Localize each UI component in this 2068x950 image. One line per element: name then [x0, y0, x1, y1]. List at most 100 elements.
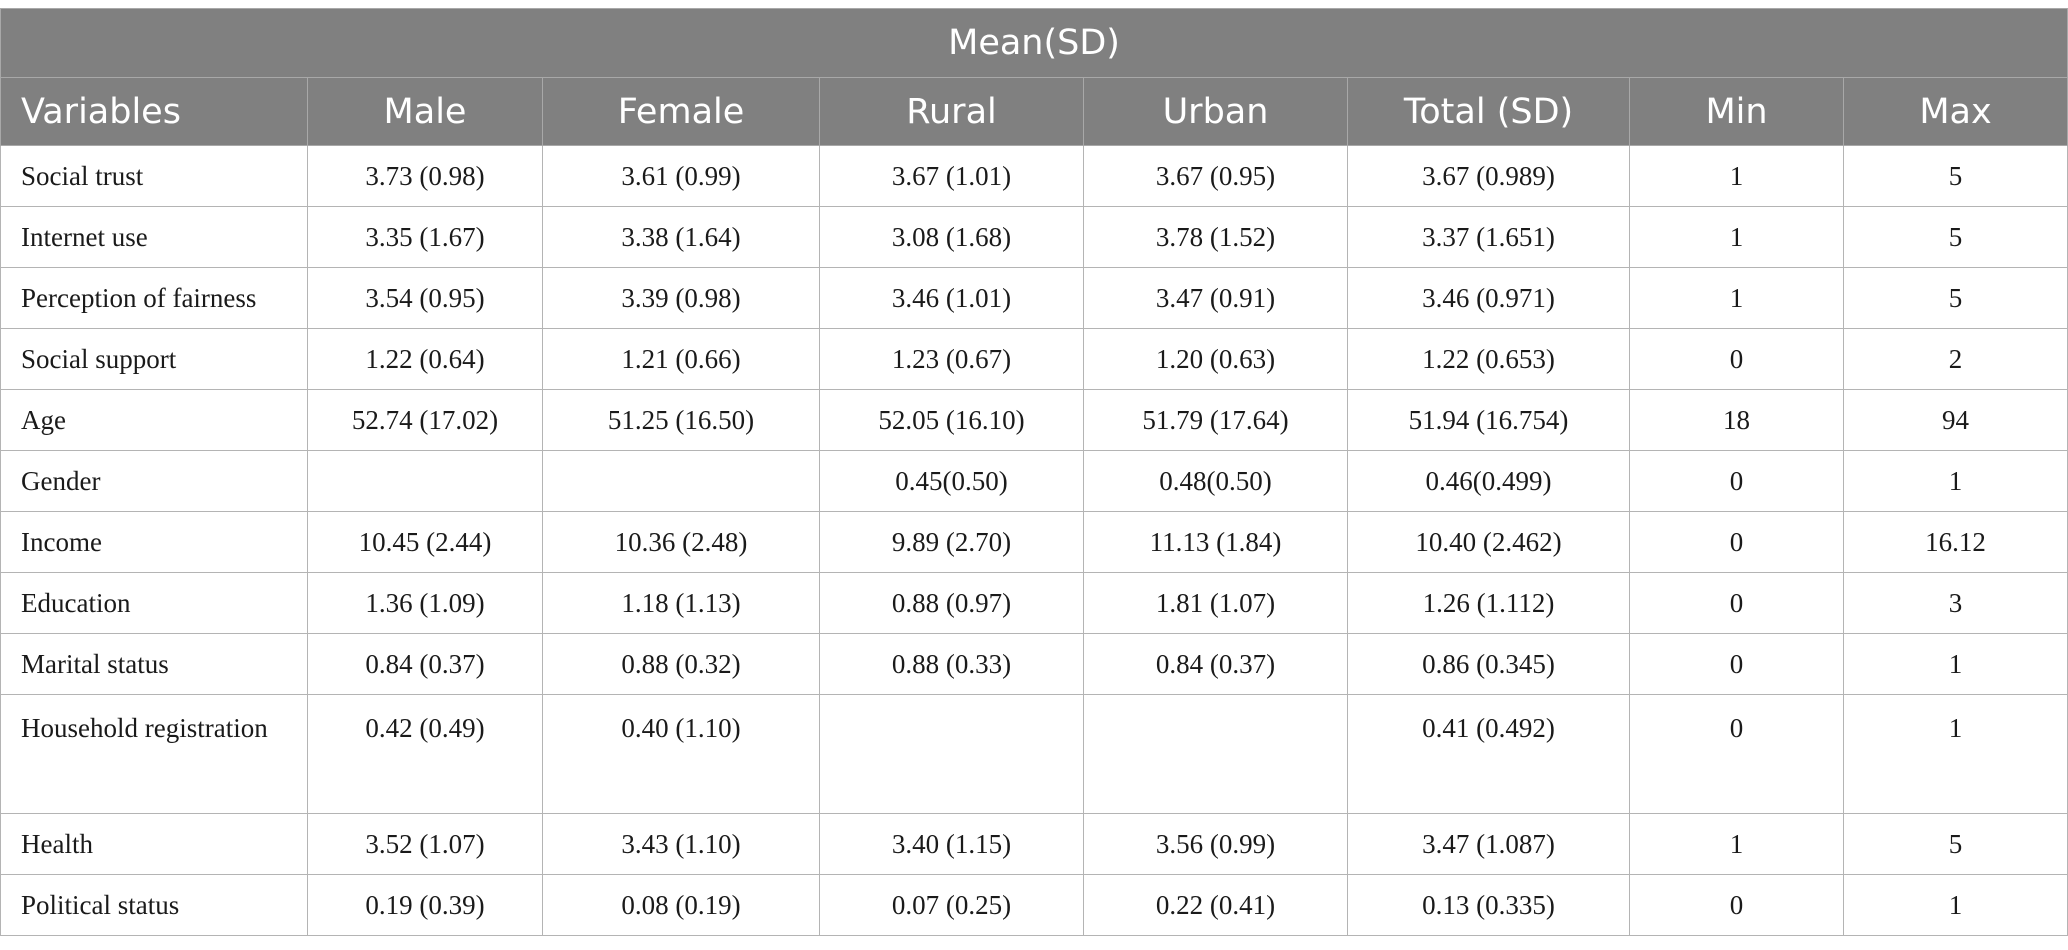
table-cell: 0.08 (0.19) [542, 874, 820, 936]
table-row: Health 3.52 (1.07) 3.43 (1.10) 3.40 (1.1… [0, 813, 2068, 875]
table-cell: 10.36 (2.48) [542, 511, 820, 573]
table-cell: 5 [1842, 813, 2068, 875]
table-row: Gender 0.45(0.50) 0.48(0.50) 0.46(0.499)… [0, 450, 2068, 512]
table-cell: 0.40 (1.10) [542, 694, 820, 814]
table-cell: 51.94 (16.754) [1347, 389, 1630, 451]
table-cell: 3.47 (1.087) [1347, 813, 1630, 875]
table-cell: 51.79 (17.64) [1083, 389, 1348, 451]
table-cell: 0.19 (0.39) [307, 874, 543, 936]
table-cell: 1 [1842, 633, 2068, 695]
table-row: Income 10.45 (2.44) 10.36 (2.48) 9.89 (2… [0, 511, 2068, 573]
table-cell: 0 [1629, 874, 1844, 936]
table-cell: 3.39 (0.98) [542, 267, 820, 329]
table-cell: 3.46 (1.01) [819, 267, 1084, 329]
table-cell: 1.18 (1.13) [542, 572, 820, 634]
table-cell: 0.88 (0.33) [819, 633, 1084, 695]
table-cell: 0 [1629, 450, 1844, 512]
table-cell: 0.07 (0.25) [819, 874, 1084, 936]
table-cell: 5 [1842, 206, 2068, 268]
table-cell [1083, 694, 1348, 814]
table-cell: 0.46(0.499) [1347, 450, 1630, 512]
variable-name-cell: Social trust [0, 145, 308, 207]
table-cell: 3.40 (1.15) [819, 813, 1084, 875]
table-cell: 0.88 (0.32) [542, 633, 820, 695]
table-cell: 3.78 (1.52) [1083, 206, 1348, 268]
table-row: Marital status 0.84 (0.37) 0.88 (0.32) 0… [0, 633, 2068, 695]
table-cell [819, 694, 1084, 814]
table-cell: 0.45(0.50) [819, 450, 1084, 512]
column-header-max: Max [1842, 77, 2068, 146]
table-cell: 3.47 (0.91) [1083, 267, 1348, 329]
column-header-variables: Variables [0, 77, 308, 146]
variable-name-cell: Health [0, 813, 308, 875]
variable-name-cell: Gender [0, 450, 308, 512]
table-cell: 0 [1629, 633, 1844, 695]
table-cell: 3 [1842, 572, 2068, 634]
table-cell: 18 [1629, 389, 1844, 451]
table-cell: 52.74 (17.02) [307, 389, 543, 451]
table-row: Social trust 3.73 (0.98) 3.61 (0.99) 3.6… [0, 145, 2068, 207]
table-cell: 1.20 (0.63) [1083, 328, 1348, 390]
table-cell: 3.56 (0.99) [1083, 813, 1348, 875]
variable-name-cell: Age [0, 389, 308, 451]
table-cell: 0 [1629, 694, 1844, 814]
banner-row: Mean(SD) [0, 8, 2068, 78]
table-cell: 3.52 (1.07) [307, 813, 543, 875]
column-header-min: Min [1629, 77, 1844, 146]
table-cell: 0.84 (0.37) [307, 633, 543, 695]
table-cell: 9.89 (2.70) [819, 511, 1084, 573]
table-cell: 0.22 (0.41) [1083, 874, 1348, 936]
table-cell: 1.21 (0.66) [542, 328, 820, 390]
table-cell: 1.22 (0.653) [1347, 328, 1630, 390]
variable-name-cell: Social support [0, 328, 308, 390]
descriptive-statistics-table: Mean(SD) Variables Male Female Rural Urb… [0, 8, 2068, 936]
variable-name-cell: Internet use [0, 206, 308, 268]
table-cell: 5 [1842, 267, 2068, 329]
table-row: Age 52.74 (17.02) 51.25 (16.50) 52.05 (1… [0, 389, 2068, 451]
column-header-male: Male [307, 77, 543, 146]
table-cell: 1 [1842, 694, 2068, 814]
table-cell: 1 [1629, 813, 1844, 875]
table-cell: 0.41 (0.492) [1347, 694, 1630, 814]
table-cell: 3.67 (0.989) [1347, 145, 1630, 207]
table-cell: 16.12 [1842, 511, 2068, 573]
table-cell: 51.25 (16.50) [542, 389, 820, 451]
table-row: Social support 1.22 (0.64) 1.21 (0.66) 1… [0, 328, 2068, 390]
table-row: Perception of fairness 3.54 (0.95) 3.39 … [0, 267, 2068, 329]
table-cell: 3.43 (1.10) [542, 813, 820, 875]
variable-name-cell: Perception of fairness [0, 267, 308, 329]
table-body: Social trust 3.73 (0.98) 3.61 (0.99) 3.6… [0, 145, 2068, 936]
table-cell: 10.45 (2.44) [307, 511, 543, 573]
table-cell: 2 [1842, 328, 2068, 390]
table-cell: 3.08 (1.68) [819, 206, 1084, 268]
table-cell: 1 [1629, 267, 1844, 329]
table-row: Education 1.36 (1.09) 1.18 (1.13) 0.88 (… [0, 572, 2068, 634]
table-cell: 1 [1842, 874, 2068, 936]
variable-name-cell: Marital status [0, 633, 308, 695]
descriptive-statistics-table-container: Mean(SD) Variables Male Female Rural Urb… [0, 8, 2068, 936]
table-cell: 3.46 (0.971) [1347, 267, 1630, 329]
column-header-total: Total (SD) [1347, 77, 1630, 146]
column-header-female: Female [542, 77, 820, 146]
table-row: Household registration 0.42 (0.49) 0.40 … [0, 694, 2068, 814]
table-cell: 1 [1629, 206, 1844, 268]
table-cell: 1 [1629, 145, 1844, 207]
column-header-row: Variables Male Female Rural Urban Total … [0, 77, 2068, 146]
table-cell: 1.23 (0.67) [819, 328, 1084, 390]
table-row: Internet use 3.35 (1.67) 3.38 (1.64) 3.0… [0, 206, 2068, 268]
table-row: Political status 0.19 (0.39) 0.08 (0.19)… [0, 874, 2068, 936]
table-cell: 3.37 (1.651) [1347, 206, 1630, 268]
table-cell: 1.26 (1.112) [1347, 572, 1630, 634]
table-cell: 0.48(0.50) [1083, 450, 1348, 512]
table-cell: 1.22 (0.64) [307, 328, 543, 390]
table-cell: 11.13 (1.84) [1083, 511, 1348, 573]
table-cell: 1.81 (1.07) [1083, 572, 1348, 634]
variable-name-cell: Income [0, 511, 308, 573]
table-cell: 0 [1629, 328, 1844, 390]
table-cell: 0 [1629, 511, 1844, 573]
table-cell: 0.88 (0.97) [819, 572, 1084, 634]
table-cell: 3.73 (0.98) [307, 145, 543, 207]
table-cell: 3.67 (0.95) [1083, 145, 1348, 207]
variable-name-cell: Education [0, 572, 308, 634]
table-cell [307, 450, 543, 512]
